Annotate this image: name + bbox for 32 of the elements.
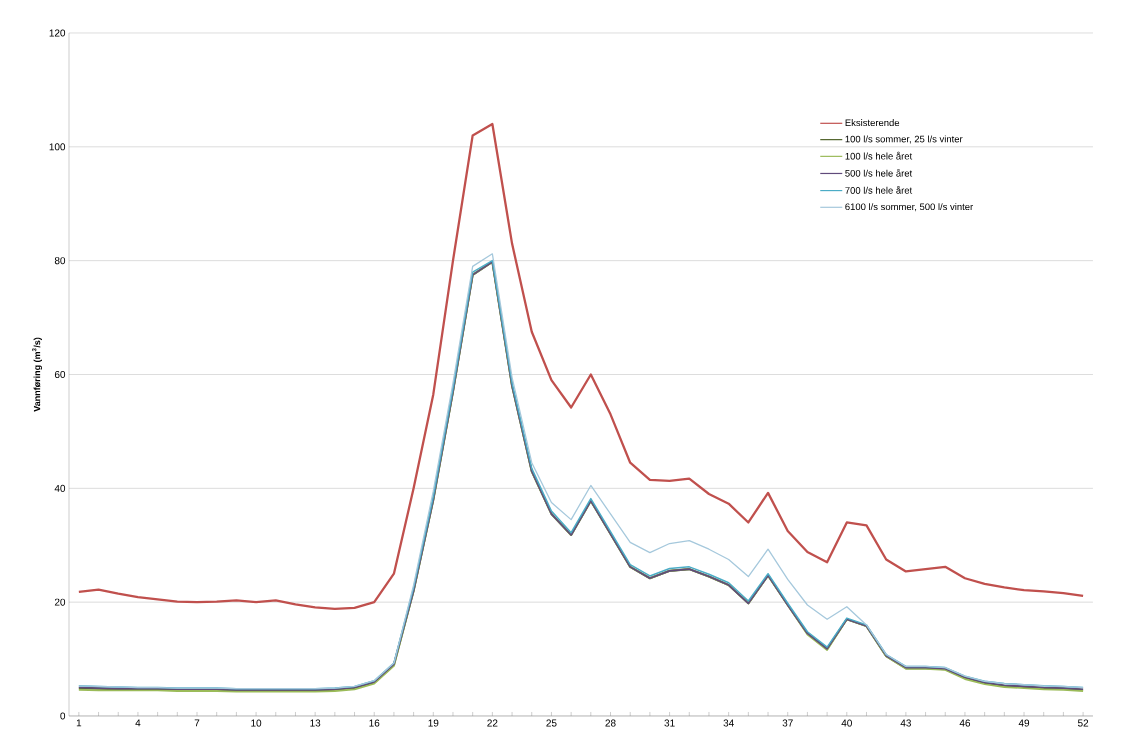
x-tick-label: 1 xyxy=(76,719,82,727)
x-tick-label: 40 xyxy=(841,719,852,727)
x-tick-label: 22 xyxy=(487,719,498,727)
x-tick-label: 10 xyxy=(251,719,262,727)
y-tick-label: 0 xyxy=(60,712,66,720)
legend-label: 6100 l/s sommer, 500 l/s vinter xyxy=(845,203,974,212)
y-tick-label: 120 xyxy=(49,29,66,37)
y-tick-label: 40 xyxy=(54,484,66,492)
y-tick-label: 60 xyxy=(54,370,66,379)
x-tick-label: 16 xyxy=(369,719,380,727)
x-tick-label: 34 xyxy=(723,719,734,727)
x-tick-label: 31 xyxy=(664,719,675,727)
x-tick-label: 28 xyxy=(605,719,616,727)
y-axis-title: Vannføring (m$^{3}$/s) xyxy=(32,337,43,412)
x-tick-label: 7 xyxy=(194,719,200,727)
x-tick-label: 13 xyxy=(310,719,321,727)
x-tick-label: 4 xyxy=(135,719,141,727)
x-tick-label: 37 xyxy=(782,719,793,727)
x-tick-label: 43 xyxy=(900,719,911,727)
legend-label: 500 l/s hele året xyxy=(845,168,913,177)
legend-label: 100 l/s hele året xyxy=(845,151,913,160)
legend-label: 700 l/s hele året xyxy=(845,186,913,194)
x-tick-label: 19 xyxy=(428,719,439,727)
y-tick-label: 20 xyxy=(54,598,66,606)
x-tick-label: 46 xyxy=(959,719,971,727)
x-tick-label: 25 xyxy=(546,719,557,727)
y-tick-label: 80 xyxy=(54,257,66,265)
x-tick-label: 52 xyxy=(1077,719,1089,727)
legend-label: 100 l/s sommer, 25 l/s vinter xyxy=(845,135,963,144)
legend-label: Eksisterende xyxy=(845,119,900,127)
y-tick-label: 100 xyxy=(49,143,66,151)
x-tick-label: 49 xyxy=(1018,719,1030,727)
